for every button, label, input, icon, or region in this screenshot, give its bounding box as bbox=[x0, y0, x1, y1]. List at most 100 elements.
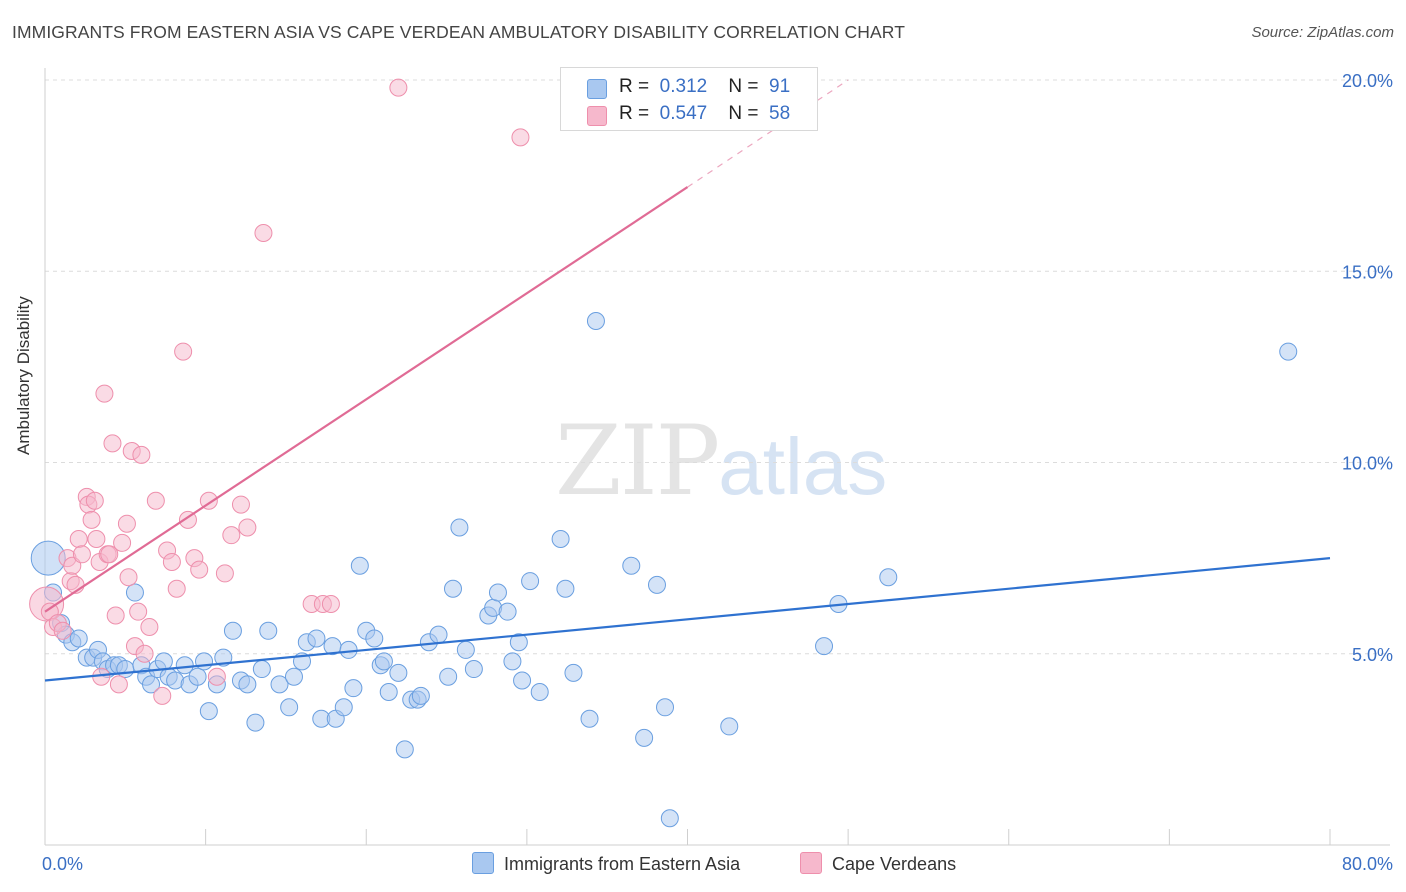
point-immigrants bbox=[334, 698, 353, 717]
point-immigrants bbox=[622, 556, 641, 575]
point-capeverdeans bbox=[215, 564, 234, 583]
watermark-zip: ZIP bbox=[555, 405, 720, 517]
point-capeverdeans bbox=[95, 384, 114, 403]
y-axis-label: Ambulatory Disability bbox=[14, 296, 33, 455]
point-capeverdeans bbox=[135, 644, 154, 663]
point-capeverdeans bbox=[511, 128, 530, 147]
point-capeverdeans bbox=[53, 621, 72, 640]
point-immigrants bbox=[498, 602, 517, 621]
point-immigrants bbox=[307, 629, 326, 648]
legend-n-value-immigrants: 91 bbox=[769, 76, 791, 97]
point-immigrants bbox=[1279, 342, 1298, 361]
point-immigrants bbox=[635, 728, 654, 747]
point-immigrants bbox=[175, 656, 194, 675]
point-immigrants bbox=[142, 675, 161, 694]
point-immigrants bbox=[647, 575, 666, 594]
point-immigrants bbox=[815, 637, 834, 656]
point-capeverdeans bbox=[72, 545, 91, 564]
chart-title: IMMIGRANTS FROM EASTERN ASIA VS CAPE VER… bbox=[12, 22, 905, 42]
y-tick-label: 5.0% bbox=[1352, 645, 1393, 665]
point-capeverdeans bbox=[231, 495, 250, 514]
point-immigrants bbox=[259, 621, 278, 640]
y-tick-label: 10.0% bbox=[1342, 454, 1393, 474]
point-immigrants bbox=[429, 625, 448, 644]
point-capeverdeans bbox=[389, 78, 408, 97]
point-immigrants bbox=[365, 629, 384, 648]
legend-r-label: R = bbox=[619, 103, 650, 124]
point-immigrants bbox=[223, 621, 242, 640]
point-immigrants bbox=[456, 640, 475, 659]
bottom-legend-label-capeverdeans: Cape Verdeans bbox=[832, 854, 957, 874]
point-immigrants bbox=[720, 717, 739, 736]
point-immigrants bbox=[660, 809, 679, 828]
point-immigrants bbox=[551, 530, 570, 548]
point-capeverdeans bbox=[254, 224, 273, 242]
point-immigrants bbox=[69, 629, 88, 648]
point-immigrants bbox=[488, 583, 507, 602]
watermark-atlas: atlas bbox=[718, 422, 888, 511]
point-immigrants bbox=[280, 698, 299, 717]
point-capeverdeans bbox=[82, 510, 101, 529]
bottom-legend-swatch-immigrants bbox=[472, 852, 494, 874]
point-capeverdeans bbox=[153, 686, 172, 705]
point-immigrants bbox=[879, 568, 898, 587]
point-immigrants bbox=[252, 660, 271, 679]
point-immigrants bbox=[284, 667, 303, 686]
point-immigrants bbox=[586, 311, 605, 330]
point-capeverdeans bbox=[113, 533, 132, 552]
point-capeverdeans bbox=[190, 560, 209, 579]
point-capeverdeans bbox=[109, 675, 128, 694]
chart-source: Source: ZipAtlas.com bbox=[1251, 24, 1394, 41]
point-immigrants bbox=[199, 702, 218, 721]
point-immigrants bbox=[443, 579, 462, 598]
trendline-immigrants bbox=[44, 557, 1331, 682]
point-capeverdeans bbox=[132, 445, 151, 464]
point-capeverdeans bbox=[167, 579, 186, 598]
point-capeverdeans bbox=[87, 530, 106, 548]
y-tick-label: 20.0% bbox=[1342, 71, 1393, 91]
point-capeverdeans bbox=[129, 602, 148, 621]
point-immigrants bbox=[339, 640, 358, 659]
point-immigrants bbox=[395, 740, 414, 759]
x-tick-label-min: 0.0% bbox=[42, 854, 83, 874]
trendline-capeverdeans-extension bbox=[687, 79, 849, 188]
point-capeverdeans bbox=[174, 342, 193, 361]
point-immigrants bbox=[509, 633, 528, 652]
point-immigrants bbox=[513, 671, 532, 690]
legend-n-label: N = bbox=[728, 76, 759, 97]
point-capeverdeans bbox=[69, 530, 88, 548]
x-tick-label-max: 80.0% bbox=[1342, 854, 1393, 874]
bottom-legend-label-immigrants: Immigrants from Eastern Asia bbox=[504, 854, 741, 874]
point-capeverdeans bbox=[146, 491, 165, 510]
point-capeverdeans bbox=[119, 568, 138, 587]
point-immigrants bbox=[116, 660, 135, 679]
point-capeverdeans bbox=[238, 518, 257, 537]
point-immigrants bbox=[389, 663, 408, 682]
point-immigrants bbox=[374, 652, 393, 671]
legend-r-label: R = bbox=[619, 76, 650, 97]
point-immigrants bbox=[656, 698, 675, 717]
point-immigrants bbox=[411, 686, 430, 705]
point-capeverdeans bbox=[207, 667, 226, 686]
point-capeverdeans bbox=[85, 491, 104, 510]
trendline-capeverdeans bbox=[44, 186, 689, 613]
point-immigrants bbox=[379, 683, 398, 701]
point-immigrants bbox=[238, 675, 257, 694]
point-immigrants bbox=[439, 667, 458, 686]
point-immigrants bbox=[530, 683, 549, 701]
bottom-legend-swatch-capeverdeans bbox=[800, 852, 822, 874]
point-capeverdeans bbox=[100, 545, 119, 564]
point-immigrants bbox=[450, 518, 469, 537]
point-capeverdeans bbox=[106, 606, 125, 625]
point-immigrants bbox=[580, 709, 599, 728]
point-immigrants bbox=[246, 713, 265, 732]
bottom-legend-immigrants: Immigrants from Eastern Asia bbox=[472, 852, 740, 875]
legend-r-value-immigrants: 0.312 bbox=[659, 76, 708, 97]
stats-legend: R = 0.312 N = 91 R = 0.547 N = 58 bbox=[560, 67, 818, 131]
legend-r-value-capeverdeans: 0.547 bbox=[659, 103, 708, 124]
point-immigrants bbox=[521, 572, 540, 591]
point-capeverdeans bbox=[140, 617, 159, 636]
y-tick-label: 15.0% bbox=[1342, 262, 1393, 282]
point-immigrants bbox=[270, 675, 289, 694]
bottom-legend-capeverdeans: Cape Verdeans bbox=[800, 852, 956, 875]
